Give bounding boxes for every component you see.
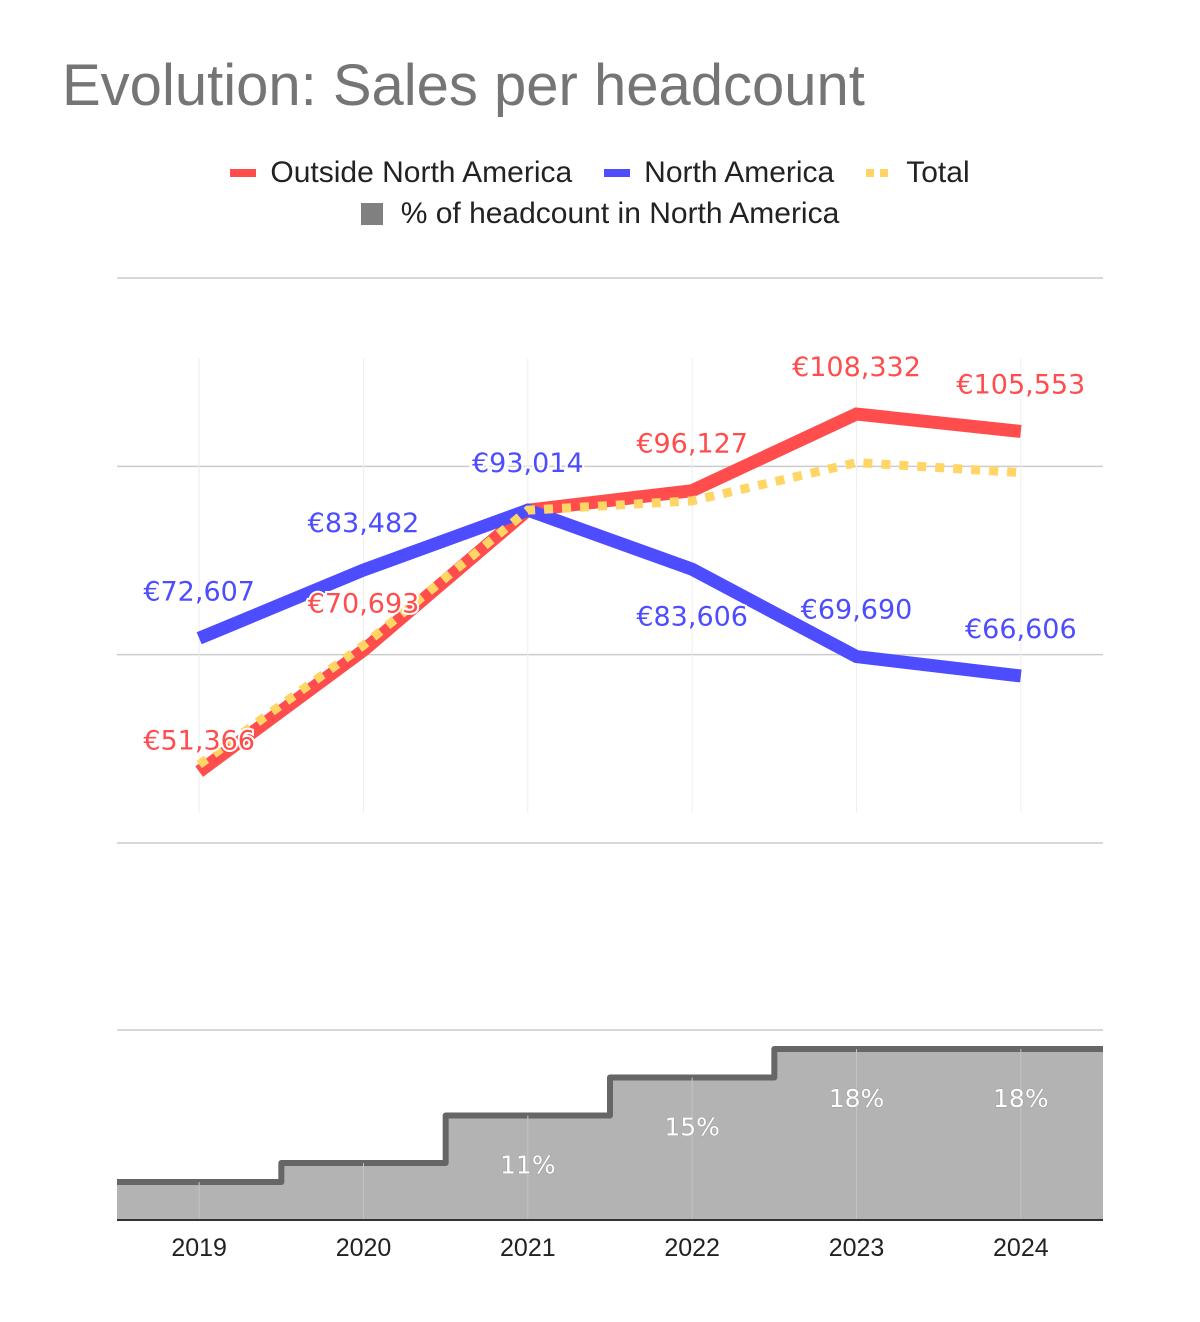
data-label-headcount-share-2022: 15% (664, 1113, 720, 1142)
legend: Outside North America North America Tota… (0, 156, 1200, 190)
legend-swatch-outside-north-america (230, 169, 257, 177)
legend-label-total: Total (906, 156, 970, 189)
legend-item-total[interactable]: Total (866, 156, 970, 190)
series-line-north-america (196, 503, 1022, 683)
legend-label-outside-north-america: Outside North America (270, 156, 573, 189)
legend-swatch-north-america (604, 169, 631, 177)
legend-item-headcount-share[interactable]: % of headcount in North America (360, 197, 840, 231)
data-label-north-america-2020: €83,482 (308, 508, 420, 539)
x-tick-label-2023: 2023 (829, 1234, 885, 1262)
legend-item-north-america[interactable]: North America (604, 156, 834, 190)
data-label-north-america-2023: €69,690 (801, 595, 913, 626)
chart-title: Evolution: Sales per headcount (62, 53, 865, 118)
data-label-north-america-2021: €93,014 (472, 448, 584, 479)
legend-label-north-america: North America (644, 156, 835, 189)
data-label-outside-north-america-2019: €51,366 (143, 726, 255, 757)
legend-item-outside-north-america[interactable]: Outside North America (230, 156, 572, 190)
legend-swatch-headcount-share (360, 203, 383, 225)
data-label-north-america-2022: €83,606 (636, 601, 748, 632)
legend-label-headcount-share: % of headcount in North America (400, 197, 840, 230)
data-label-outside-north-america-2023: €108,332 (792, 352, 921, 383)
x-tick-label-2024: 2024 (993, 1234, 1049, 1262)
x-tick-label-2021: 2021 (500, 1234, 556, 1262)
x-tick-label-2022: 2022 (664, 1234, 720, 1262)
data-label-headcount-share-2024: 18% (993, 1084, 1049, 1113)
x-tick-label-2019: 2019 (171, 1234, 227, 1262)
data-label-north-america-2024: €66,606 (965, 614, 1077, 645)
data-label-headcount-share-2023: 18% (829, 1084, 885, 1113)
legend-second-row: % of headcount in North America (0, 197, 1200, 231)
x-tick-label-2020: 2020 (336, 1234, 392, 1262)
data-label-north-america-2019: €72,607 (143, 576, 255, 607)
data-label-outside-north-america-2022: €96,127 (636, 429, 748, 460)
data-label-outside-north-america-2024: €105,553 (956, 369, 1085, 400)
data-label-outside-north-america-2020: €70,693 (308, 588, 420, 619)
legend-swatch-total (866, 169, 893, 177)
series-line-total (196, 458, 1022, 769)
data-label-headcount-share-2021: 11% (500, 1151, 556, 1180)
data-label-outside-north-america-2021: €93,014 (472, 448, 584, 479)
area-outline-headcount-share (117, 1046, 1103, 1185)
